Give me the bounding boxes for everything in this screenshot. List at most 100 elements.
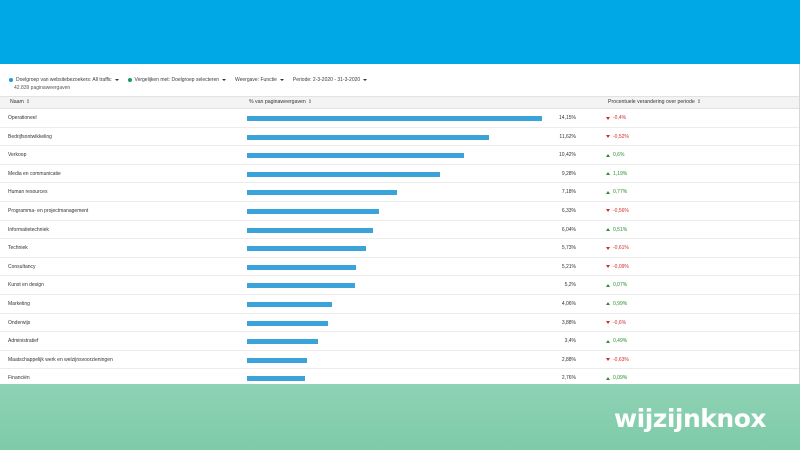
row-name: Kunst en design	[8, 282, 44, 289]
arrow-up-icon	[606, 376, 610, 380]
table-row[interactable]: Financiën 2,76% 0,09%	[0, 369, 799, 384]
percentage-bar	[247, 171, 441, 177]
arrow-up-icon	[606, 172, 610, 176]
table-row[interactable]: Consultancy 5,21% -0,09%	[0, 258, 799, 277]
arrow-down-icon	[606, 135, 610, 139]
row-change: 0,07%	[606, 282, 627, 288]
filter-period[interactable]: Periode: 2-3-2020 - 31-3-2020	[293, 77, 368, 83]
row-percentage: 5,73%	[561, 245, 576, 252]
row-name: Human resources	[8, 189, 48, 196]
row-name: Media en communicatie	[8, 170, 61, 177]
row-change: -0,61%	[606, 245, 629, 251]
caret-down-icon	[222, 79, 227, 81]
row-percentage: 2,88%	[561, 356, 576, 363]
arrow-up-icon	[606, 190, 610, 194]
row-change: -0,56%	[606, 208, 629, 214]
row-change-value: -0,56%	[613, 207, 629, 214]
bottom-banner	[0, 384, 800, 450]
arrow-up-icon	[606, 153, 610, 157]
table-row[interactable]: Onderwijs 3,88% -0,6%	[0, 314, 799, 333]
compare-dot-icon	[127, 78, 132, 82]
column-header-name[interactable]: Naam ⇕	[10, 99, 31, 105]
table-row[interactable]: Media en communicatie 9,28% 1,19%	[0, 165, 799, 184]
arrow-down-icon	[606, 246, 610, 250]
row-change: 0,49%	[606, 338, 627, 344]
table-row[interactable]: Informatietechniek 6,04% 0,51%	[0, 221, 799, 240]
table-row[interactable]: Bedrijfsontwikkeling 11,62% -0,52%	[0, 128, 799, 147]
row-name: Bedrijfsontwikkeling	[8, 133, 52, 140]
row-change: -0,63%	[606, 357, 629, 363]
row-change-value: 0,49%	[613, 338, 628, 345]
table-row[interactable]: Administratief 3,4% 0,49%	[0, 332, 799, 351]
row-change: 0,09%	[606, 375, 627, 381]
filter-compare[interactable]: Vergelijken met: Doelgroep selecteren	[127, 77, 227, 83]
row-change-value: -0,4%	[613, 115, 627, 121]
percentage-bar	[247, 376, 305, 382]
row-change: 0,6%	[606, 152, 624, 158]
data-table: Naam ⇕ % van paginaweergaven ⇕ Procentue…	[0, 96, 799, 384]
filter-view-label: Weergave: Functie	[235, 77, 277, 83]
percentage-bar	[247, 301, 332, 307]
percentage-bar	[247, 134, 490, 140]
row-name: Administratief	[8, 338, 39, 345]
row-change-value: 0,77%	[613, 189, 628, 196]
table-row[interactable]: Human resources 7,18% 0,77%	[0, 183, 799, 202]
row-change-value: -0,63%	[613, 356, 629, 363]
caret-down-icon	[114, 79, 119, 81]
row-change: -0,52%	[606, 134, 629, 140]
row-change-value: 0,51%	[613, 226, 628, 233]
row-change-value: -0,09%	[613, 263, 629, 270]
row-name: Operationeel	[8, 115, 37, 121]
row-change: -0,4%	[606, 115, 626, 121]
percentage-bar	[247, 116, 542, 121]
percentage-bar	[247, 357, 308, 363]
filter-audience-label: Doelgroep van websitebezoekers: All traf…	[16, 77, 112, 83]
row-change: -0,6%	[606, 320, 626, 326]
row-name: Informatietechniek	[8, 226, 49, 233]
filter-view[interactable]: Weergave: Functie	[235, 77, 284, 83]
table-row[interactable]: Marketing 4,06% 0,99%	[0, 295, 799, 314]
arrow-down-icon	[606, 358, 610, 362]
table-row[interactable]: Programma- en projectmanagement 6,33% -0,5…	[0, 202, 799, 221]
row-name: Financiën	[8, 375, 30, 382]
arrow-up-icon	[606, 228, 610, 232]
row-percentage: 3,88%	[561, 319, 576, 326]
row-name: Maatschappelijk werk en welzijnsvoorzien…	[8, 356, 113, 363]
column-header-change[interactable]: Procentuele verandering over periode ⇕	[608, 99, 702, 105]
row-change-value: 1,19%	[613, 170, 628, 177]
arrow-up-icon	[606, 283, 610, 287]
row-percentage: 6,04%	[561, 226, 576, 233]
row-change-value: 0,09%	[613, 375, 628, 382]
row-percentage: 3,4%	[564, 338, 576, 345]
table-row[interactable]: Maatschappelijk werk en welzijnsvoorzien…	[0, 351, 799, 370]
top-banner	[0, 0, 800, 64]
table-row[interactable]: Kunst en design 5,2% 0,07%	[0, 276, 799, 295]
row-name: Onderwijs	[8, 319, 31, 326]
row-name: Programma- en projectmanagement	[8, 207, 89, 214]
audience-dot-icon	[9, 78, 13, 82]
row-percentage: 5,21%	[561, 263, 576, 270]
row-name: Consultancy	[8, 263, 36, 270]
table-row[interactable]: Techniek 5,73% -0,61%	[0, 239, 799, 258]
row-name: Verkoop	[8, 152, 27, 159]
arrow-down-icon	[606, 209, 610, 213]
filter-audience[interactable]: Doelgroep van websitebezoekers: All traf…	[9, 77, 119, 83]
arrow-up-icon	[606, 302, 610, 306]
row-percentage: 14,15%	[559, 115, 576, 121]
caret-down-icon	[363, 79, 368, 81]
row-change-value: -0,61%	[613, 245, 629, 252]
percentage-bar	[247, 339, 318, 345]
table-row[interactable]: Verkoop 10,42% 0,6%	[0, 146, 799, 165]
table-row[interactable]: Operationeel 14,15% -0,4%	[0, 109, 799, 128]
row-percentage: 7,18%	[561, 189, 576, 196]
percentage-bar	[247, 246, 367, 252]
row-percentage: 9,28%	[561, 170, 576, 177]
percentage-bar	[247, 264, 356, 270]
column-header-percentage[interactable]: % van paginaweergaven ⇕	[249, 99, 313, 105]
row-percentage: 5,2%	[564, 282, 576, 289]
row-name: Marketing	[8, 300, 30, 307]
percentage-bar	[247, 153, 465, 159]
sort-icon: ⇕	[25, 99, 31, 105]
row-change: 0,99%	[606, 301, 627, 307]
brand-logo: wijzijnknox	[614, 404, 766, 433]
